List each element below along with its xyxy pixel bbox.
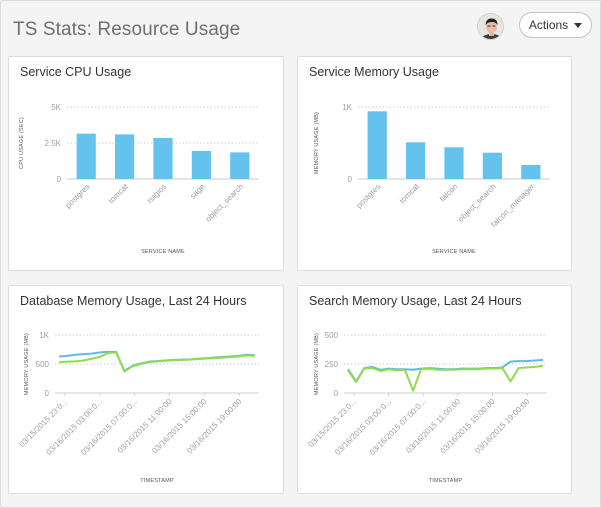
- memory-usage-panel: Service Memory Usage 0 1K MEMORY USAGE (MB…: [297, 56, 572, 271]
- y-axis-label: MEMORY USAGE (MB): [314, 333, 320, 395]
- x-tick-label: tomcat: [398, 182, 422, 206]
- x-tick-label: tomcat: [107, 182, 131, 206]
- user-avatar[interactable]: [477, 13, 504, 40]
- x-tick-label: object_search: [456, 182, 498, 224]
- series-line: [347, 364, 544, 392]
- y-tick-label: 1K: [342, 103, 352, 112]
- bar: [406, 142, 426, 179]
- y-tick-label: 500: [325, 331, 339, 340]
- y-axis-label: MEMORY USAGE (MB): [24, 333, 30, 395]
- bar: [115, 134, 135, 179]
- database-memory-panel: Database Memory Usage, Last 24 Hours 0 50…: [8, 285, 284, 494]
- x-tick-label: falcon: [438, 182, 459, 203]
- bar: [76, 133, 96, 179]
- search-memory-panel: Search Memory Usage, Last 24 Hours 0 250 5…: [297, 285, 572, 494]
- page-title: TS Stats: Resource Usage: [13, 19, 241, 40]
- page-header: TS Stats: Resource Usage Actions: [1, 1, 601, 57]
- panel-title: Database Memory Usage, Last 24 Hours: [20, 294, 247, 308]
- bar: [482, 152, 502, 179]
- bar: [191, 150, 211, 179]
- x-axis-label: SERVICE NAME: [432, 249, 476, 255]
- x-axis-label: SERVICE NAME: [141, 249, 185, 255]
- y-tick-label: 0: [57, 175, 62, 184]
- x-tick-label: postgres: [355, 182, 383, 210]
- y-tick-label: 5K: [51, 103, 61, 112]
- y-axis-label: MEMORY USAGE (MB): [314, 112, 320, 174]
- y-axis-label: CPU USAGE (SEC): [19, 117, 25, 169]
- panel-title: Service Memory Usage: [309, 65, 439, 79]
- x-axis-label: TIMESTAMP: [429, 478, 463, 484]
- x-tick-label: sage: [188, 182, 207, 201]
- series-line: [58, 351, 256, 373]
- cpu-usage-panel: Service CPU Usage 0 2.5K 5K CPU USAGE (SEC)…: [8, 56, 284, 271]
- y-tick-label: 0: [45, 389, 50, 398]
- actions-label: Actions: [528, 18, 569, 32]
- bar: [153, 137, 173, 179]
- x-tick-label: object_search: [204, 182, 246, 224]
- memory-usage-chart: 0 1K MEMORY USAGE (MB) SERVICE NAME postgres…: [314, 103, 550, 255]
- bar: [444, 147, 464, 179]
- y-tick-label: 1K: [39, 331, 49, 340]
- cpu-usage-chart: 0 2.5K 5K CPU USAGE (SEC) SERVICE NAME postgr…: [19, 103, 259, 255]
- panel-title: Service CPU Usage: [20, 65, 132, 79]
- y-tick-label: 500: [36, 360, 50, 369]
- y-tick-label: 0: [334, 389, 339, 398]
- bar: [230, 152, 250, 179]
- x-axis-label: TIMESTAMP: [140, 478, 174, 484]
- y-tick-label: 250: [325, 360, 339, 369]
- avatar-image: [478, 14, 503, 39]
- x-tick-label: postgres: [64, 182, 92, 210]
- panel-title: Search Memory Usage, Last 24 Hours: [309, 294, 522, 308]
- bar: [521, 164, 541, 179]
- x-tick-label: nagios: [145, 182, 168, 205]
- actions-button[interactable]: Actions: [519, 12, 592, 38]
- bar: [367, 111, 387, 179]
- caret-down-icon: [574, 22, 583, 28]
- y-tick-label: 2.5K: [45, 139, 62, 148]
- y-tick-label: 0: [348, 175, 353, 184]
